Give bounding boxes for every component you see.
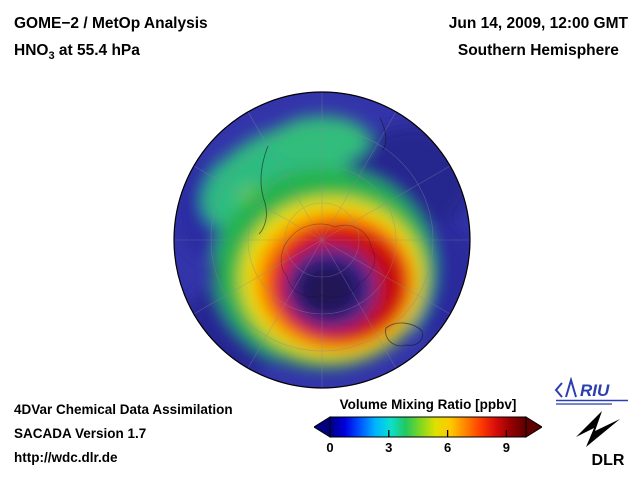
- colorbar-tick-labels: 0 3 6 9: [314, 438, 542, 456]
- hno3-field: [177, 116, 470, 376]
- globe-map: [173, 91, 471, 389]
- riu-chevron-icon: [554, 382, 563, 398]
- dlr-logo: DLR: [568, 407, 632, 474]
- colorbar-tick-label: 9: [502, 440, 511, 455]
- riu-logo-text: RIU: [580, 381, 610, 400]
- colorbar-ticks: [329, 430, 508, 437]
- hemisphere-label: Southern Hemisphere: [457, 42, 619, 59]
- colorbar-gradient-bar: [314, 416, 542, 438]
- analysis-title: GOME−2 / MetOp Analysis: [14, 15, 208, 32]
- species-subscript: 3: [48, 50, 55, 63]
- colorbar: Volume Mixing Ratio [ppbv] 0 3 6 9: [314, 397, 542, 456]
- dlr-logo-text: DLR: [592, 452, 625, 469]
- globe-wrap: [172, 90, 472, 390]
- footer-left: 4DVar Chemical Data Assimilation SACADA …: [14, 398, 233, 470]
- datetime-label: Jun 14, 2009, 12:00 GMT: [448, 15, 628, 32]
- header-right: Jun 14, 2009, 12:00 GMT Southern Hemisph…: [449, 10, 628, 64]
- assimilation-label: 4DVar Chemical Data Assimilation: [14, 402, 233, 417]
- colorbar-tick-label: 6: [443, 440, 452, 455]
- colorbar-tick-label: 0: [326, 440, 334, 455]
- pressure-level: at 55.4 hPa: [54, 42, 140, 59]
- colorbar-body: [329, 416, 527, 438]
- riu-logo: RIU: [554, 376, 630, 412]
- dlr-emblem-icon: [576, 411, 620, 447]
- version-label: SACADA Version 1.7: [14, 426, 147, 441]
- riu-logo-graphic: RIU: [554, 376, 628, 405]
- colorbar-arrow-right: [525, 416, 542, 438]
- colorbar-tick-label: 3: [385, 440, 393, 455]
- riu-spire-icon: [565, 376, 577, 398]
- coastlines: [258, 117, 424, 347]
- header-left: GOME−2 / MetOp Analysis HNO3 at 55.4 hPa: [14, 10, 208, 70]
- dlr-logo-graphic: DLR: [576, 411, 625, 469]
- species-level-line: HNO3 at 55.4 hPa: [14, 37, 208, 70]
- colorbar-arrow-left: [314, 416, 331, 438]
- species-name: HNO: [14, 42, 49, 59]
- url-label: http://wdc.dlr.de: [14, 450, 118, 465]
- graticule: [174, 92, 470, 388]
- colorbar-title: Volume Mixing Ratio [ppbv]: [339, 397, 517, 412]
- globe-rim: [173, 91, 471, 389]
